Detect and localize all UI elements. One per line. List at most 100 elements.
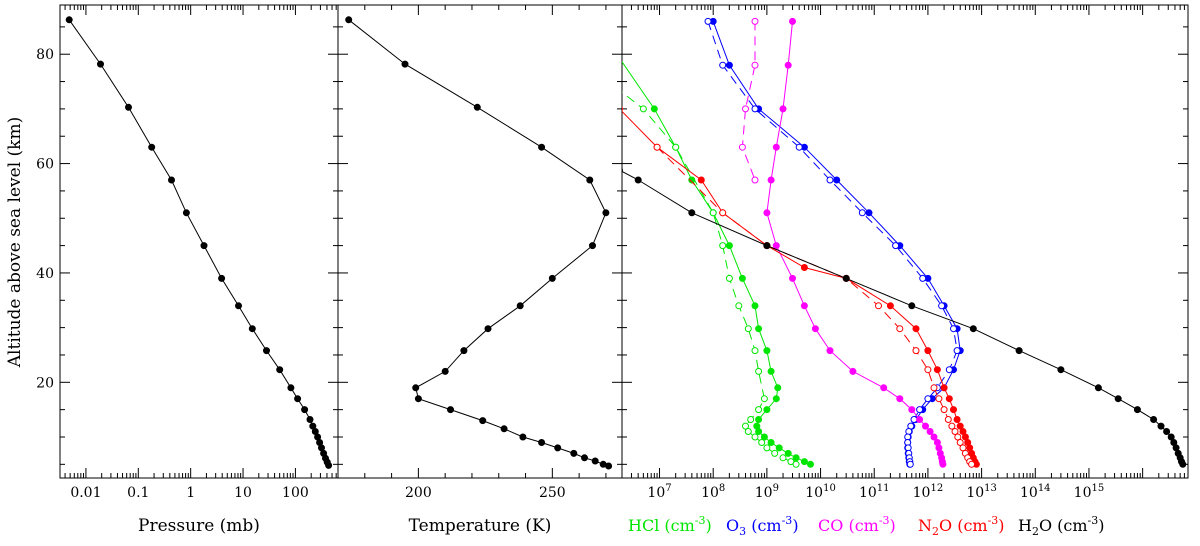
data-point xyxy=(500,425,508,433)
data-point xyxy=(950,406,957,414)
data-point xyxy=(807,460,814,468)
data-point xyxy=(767,367,775,375)
data-point xyxy=(287,384,295,392)
data-point xyxy=(916,416,924,423)
data-point xyxy=(849,367,857,375)
data-point xyxy=(751,105,759,113)
data-point xyxy=(924,347,932,355)
data-point xyxy=(826,347,834,355)
data-point xyxy=(751,176,759,184)
x-tick-label: 1 xyxy=(186,485,195,501)
data-point xyxy=(811,325,819,333)
series-line xyxy=(68,19,330,466)
data-point xyxy=(125,103,132,111)
data-point xyxy=(200,242,208,250)
data-point xyxy=(306,416,314,423)
data-point xyxy=(763,242,771,250)
data-point xyxy=(414,395,422,403)
x-tick-label: 1012 xyxy=(913,483,944,501)
x-tick-label: 1010 xyxy=(805,483,836,501)
data-point xyxy=(709,209,717,217)
data-point xyxy=(930,384,938,392)
data-point xyxy=(779,454,787,462)
data-point xyxy=(763,444,771,452)
data-point xyxy=(908,302,916,310)
data-point xyxy=(1133,406,1141,414)
data-point xyxy=(953,347,961,355)
data-point xyxy=(719,61,727,69)
data-point xyxy=(755,406,763,414)
data-point xyxy=(935,395,943,403)
data-point xyxy=(325,461,333,469)
data-point xyxy=(479,417,487,425)
data-point xyxy=(751,17,759,25)
legend-entry: HCl (cm-3) xyxy=(628,514,712,535)
data-point xyxy=(622,106,623,112)
x-tick-label: 108 xyxy=(701,483,725,501)
data-point xyxy=(763,209,771,217)
data-point xyxy=(767,176,775,184)
pressure-panel: 0.01 0.1 1 10 100 20 40 60 80 Pressure (mb) xyxy=(36,4,339,536)
data-point xyxy=(1094,384,1102,392)
data-point xyxy=(719,209,727,217)
data-point xyxy=(800,302,808,310)
series-line xyxy=(622,170,1184,465)
data-point xyxy=(800,264,808,271)
data-point xyxy=(953,416,961,423)
data-point xyxy=(484,325,492,333)
data-point xyxy=(760,433,768,441)
y-tick-label: 40 xyxy=(36,266,54,282)
x-axis-label: Pressure (mb) xyxy=(138,516,260,536)
data-point xyxy=(956,422,964,430)
legend-entry: O3 (cm-3) xyxy=(726,514,799,538)
data-point xyxy=(738,274,746,282)
data-point xyxy=(276,366,284,374)
x-tick-label: 0.1 xyxy=(127,485,149,501)
data-point xyxy=(950,325,957,333)
series-line xyxy=(348,19,609,467)
x-tick-label: 1011 xyxy=(859,483,890,501)
data-point xyxy=(924,366,932,374)
data-layer xyxy=(612,17,1187,468)
legend-entry: CO (cm-3) xyxy=(818,514,896,535)
data-point xyxy=(1114,395,1122,403)
data-point xyxy=(751,61,759,69)
data-point xyxy=(1015,347,1023,355)
data-point xyxy=(833,176,841,184)
panel-frame xyxy=(621,4,1189,479)
data-point xyxy=(719,242,727,250)
y-tick-label: 20 xyxy=(36,375,54,391)
data-point xyxy=(301,406,309,414)
x-tick-label: 109 xyxy=(755,483,779,501)
data-point xyxy=(168,176,175,184)
data-point xyxy=(182,209,190,217)
data-point xyxy=(65,16,73,24)
data-point xyxy=(634,176,642,184)
y-axis-label: Altitude above sea level (km) xyxy=(5,117,25,368)
data-point xyxy=(742,422,749,430)
data-point xyxy=(742,105,749,113)
data-point xyxy=(460,347,468,355)
data-point xyxy=(939,460,947,468)
data-point xyxy=(744,325,752,333)
data-point xyxy=(401,60,409,68)
data-point xyxy=(938,302,946,310)
data-point xyxy=(612,84,618,90)
data-point xyxy=(795,143,803,151)
data-point xyxy=(924,395,932,403)
data-point xyxy=(919,274,927,282)
data-point xyxy=(605,462,613,470)
data-layer xyxy=(345,16,613,470)
panel-frame xyxy=(337,4,623,479)
data-point xyxy=(912,347,920,355)
data-point xyxy=(751,433,759,441)
data-point xyxy=(639,105,647,113)
data-layer xyxy=(65,16,333,469)
data-point xyxy=(940,384,948,392)
x-tick-label: 1014 xyxy=(1020,483,1051,501)
data-point xyxy=(248,325,256,333)
data-point xyxy=(519,433,527,441)
data-point xyxy=(865,209,873,217)
data-point xyxy=(738,143,746,151)
data-point xyxy=(688,209,696,217)
